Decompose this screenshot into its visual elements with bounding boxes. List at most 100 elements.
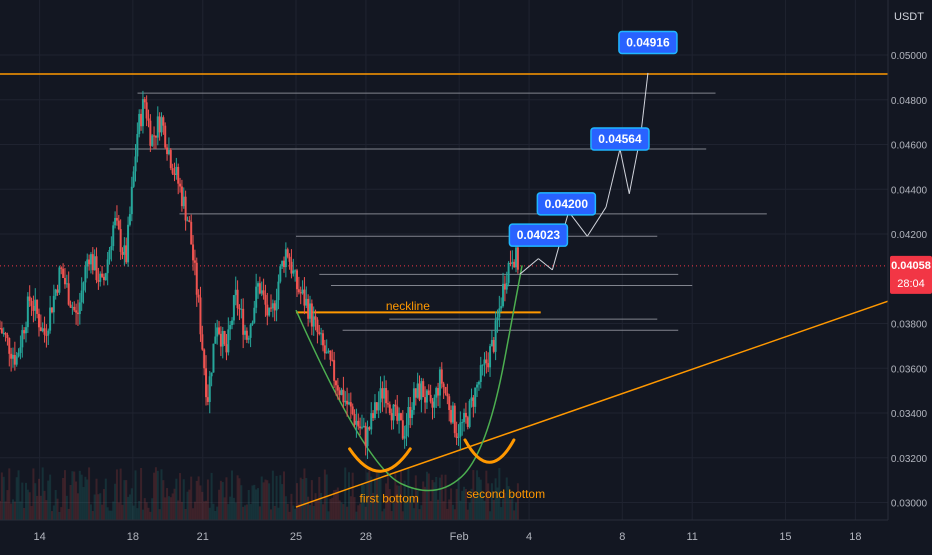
candle-body xyxy=(346,400,349,405)
volume-bar xyxy=(8,468,11,520)
x-tick-label: Feb xyxy=(450,531,469,543)
candle-body xyxy=(305,298,308,306)
candle-body xyxy=(262,290,265,295)
volume-bar xyxy=(321,504,324,520)
volume-bar xyxy=(464,488,467,520)
y-tick-label: 0.05000 xyxy=(891,51,928,62)
volume-bar xyxy=(214,510,217,520)
candle-body xyxy=(193,260,196,263)
volume-bar xyxy=(151,498,154,520)
candle-body xyxy=(49,307,52,331)
candle-body xyxy=(58,267,61,293)
candle-body xyxy=(466,417,469,427)
volume-bar xyxy=(173,488,176,520)
volume-bar xyxy=(17,470,20,520)
volume-bar xyxy=(459,500,462,520)
volume-bar xyxy=(290,493,293,520)
candle-body xyxy=(167,150,170,155)
volume-bar xyxy=(251,485,254,520)
candle-body xyxy=(128,214,131,225)
target-label: 0.04916 xyxy=(626,36,670,50)
candle-body xyxy=(201,334,204,350)
volume-bar xyxy=(97,494,100,520)
candle-body xyxy=(299,292,302,294)
volume-bar xyxy=(422,481,425,520)
volume-bar xyxy=(264,479,267,520)
volume-bar xyxy=(65,495,68,520)
candle-body xyxy=(151,135,154,146)
volume-bar xyxy=(327,511,330,520)
candle-body xyxy=(401,420,404,439)
volume-bar xyxy=(164,497,167,520)
time-axis[interactable] xyxy=(0,520,932,550)
candle-body xyxy=(288,256,291,262)
candle-body xyxy=(229,325,232,330)
volume-bar xyxy=(88,467,91,520)
candle-body xyxy=(43,328,46,335)
candle-body xyxy=(277,281,280,301)
volume-bar xyxy=(283,471,286,520)
volume-bar xyxy=(13,501,16,520)
volume-bar xyxy=(351,472,354,520)
candle-body xyxy=(173,173,176,175)
candle-body xyxy=(182,196,185,207)
candle-body xyxy=(398,413,401,421)
volume-bar xyxy=(210,472,213,520)
candle-body xyxy=(490,339,493,347)
candle-body xyxy=(509,262,512,264)
candle-body xyxy=(47,330,50,336)
volume-bar xyxy=(11,499,14,520)
candle-body xyxy=(281,260,284,267)
annotation-label: first bottom xyxy=(360,492,419,506)
annotation-label: second bottom xyxy=(466,487,545,501)
candles xyxy=(0,90,519,459)
candle-body xyxy=(399,413,402,421)
candle-body xyxy=(179,183,182,187)
volume-bar xyxy=(279,475,282,520)
candle-body xyxy=(212,343,215,373)
candle-body xyxy=(385,388,388,404)
candle-body xyxy=(232,295,235,321)
candle-body xyxy=(169,150,172,169)
volume-bar xyxy=(470,488,473,520)
candle-body xyxy=(372,413,375,418)
candle-body xyxy=(15,356,18,365)
volume-bar xyxy=(28,492,31,520)
candle-body xyxy=(86,259,89,267)
candle-body xyxy=(364,425,367,447)
volume-bar xyxy=(268,483,271,520)
volume-bar xyxy=(260,476,263,520)
volume-bar xyxy=(284,496,287,520)
volume-bar xyxy=(461,490,464,520)
candle-body xyxy=(112,225,115,247)
candle-body xyxy=(197,294,200,298)
volume-bar xyxy=(134,470,137,520)
volume-bar xyxy=(62,477,65,520)
volume-bar xyxy=(316,498,319,520)
volume-bar xyxy=(52,505,55,520)
candle-body xyxy=(388,404,391,414)
volume-bar xyxy=(331,497,334,520)
candle-body xyxy=(353,413,356,425)
candle-body xyxy=(429,394,432,402)
candle-body xyxy=(270,307,273,309)
candle-body xyxy=(140,113,143,127)
volume-bar xyxy=(355,511,358,520)
candle-body xyxy=(247,337,250,340)
volume-bar xyxy=(333,490,336,520)
candle-body xyxy=(125,245,128,263)
candle-body xyxy=(67,283,70,305)
candle-body xyxy=(340,389,343,395)
last-price-badge xyxy=(890,255,932,294)
volume-bar xyxy=(394,471,397,520)
volume-bar xyxy=(47,480,50,520)
candle-body xyxy=(73,306,76,311)
candle-body xyxy=(266,304,269,316)
volume-bar xyxy=(496,487,499,520)
volume-bar xyxy=(117,502,120,520)
volume-bar xyxy=(231,470,234,520)
volume-bar xyxy=(505,477,508,520)
